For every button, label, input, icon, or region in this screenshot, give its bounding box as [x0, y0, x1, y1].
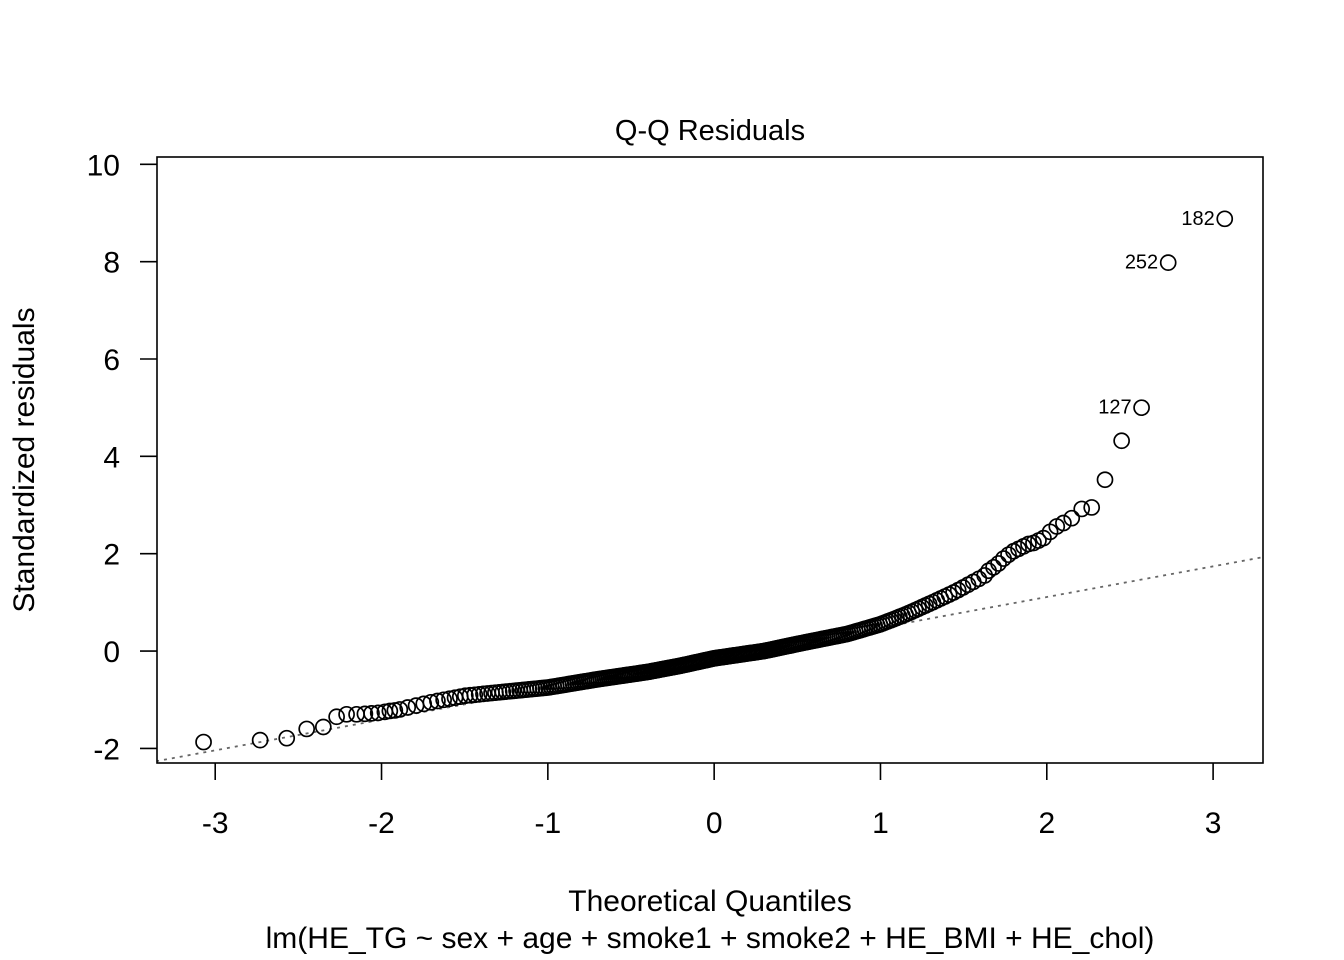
- x-tick-label: -1: [534, 807, 561, 840]
- x-axis: -3 -2 -1 0 1 2 3: [202, 763, 1222, 840]
- qq-point: [328, 708, 345, 726]
- outlier-labels-layer: 182 252 127: [1098, 208, 1215, 419]
- qq-point: [461, 686, 479, 704]
- qq-point: [980, 562, 997, 580]
- qq-point: [369, 704, 387, 722]
- qq-point: [1096, 471, 1114, 489]
- qq-point: [251, 731, 269, 749]
- x-tick-label: 3: [1205, 807, 1222, 840]
- qq-point: [1133, 399, 1150, 417]
- qq-point: [399, 699, 417, 716]
- qq-point: [1063, 509, 1081, 527]
- qq-point: [1159, 254, 1177, 271]
- x-tick-label: -2: [368, 807, 395, 840]
- qq-point: [422, 693, 440, 711]
- qq-point: [456, 687, 474, 705]
- chart-subtitle: lm(HE_TG ~ sex + age + smoke1 + smoke2 +…: [266, 922, 1155, 955]
- qq-point: [1000, 546, 1017, 564]
- qq-point: [995, 550, 1012, 567]
- qq-point: [356, 705, 374, 723]
- x-tick-label: 2: [1038, 807, 1055, 840]
- y-tick-label: 2: [103, 539, 120, 572]
- qq-point: [338, 705, 355, 723]
- qq-point: [1216, 210, 1234, 228]
- y-tick-label: 0: [103, 636, 120, 669]
- x-tick-label: 0: [706, 807, 723, 840]
- qq-point: [441, 690, 458, 708]
- x-axis-label: Theoretical Quantiles: [568, 885, 851, 918]
- qq-point: [1113, 432, 1130, 450]
- qq-point: [985, 558, 1002, 576]
- points-layer: [195, 210, 1234, 751]
- chart-title: Q-Q Residuals: [615, 115, 805, 147]
- qq-point: [429, 692, 446, 710]
- y-tick-label: 8: [103, 247, 120, 280]
- qq-point: [278, 729, 296, 747]
- y-tick-label: 10: [87, 149, 120, 182]
- y-tick-label: 4: [103, 441, 120, 474]
- qq-point: [381, 702, 399, 720]
- qq-point: [1073, 500, 1091, 518]
- y-axis-label: Standardized residuals: [8, 307, 41, 612]
- plot-frame: [156, 156, 1264, 764]
- outlier-label: 182: [1181, 208, 1214, 230]
- y-tick-label: -2: [93, 733, 120, 766]
- qq-point: [298, 720, 316, 738]
- qq-point: [195, 733, 212, 751]
- qq-point: [314, 718, 332, 736]
- x-tick-label: 1: [872, 807, 889, 840]
- qq-point: [435, 691, 452, 709]
- y-tick-label: 6: [103, 344, 120, 377]
- qq-point: [1083, 499, 1101, 516]
- qq-point: [363, 705, 380, 722]
- qq-point: [391, 701, 409, 718]
- y-axis: -2 0 2 4 6 8 10: [87, 149, 157, 766]
- x-tick-label: -3: [202, 807, 229, 840]
- outlier-label: 252: [1125, 252, 1158, 274]
- outlier-label: 127: [1098, 397, 1131, 419]
